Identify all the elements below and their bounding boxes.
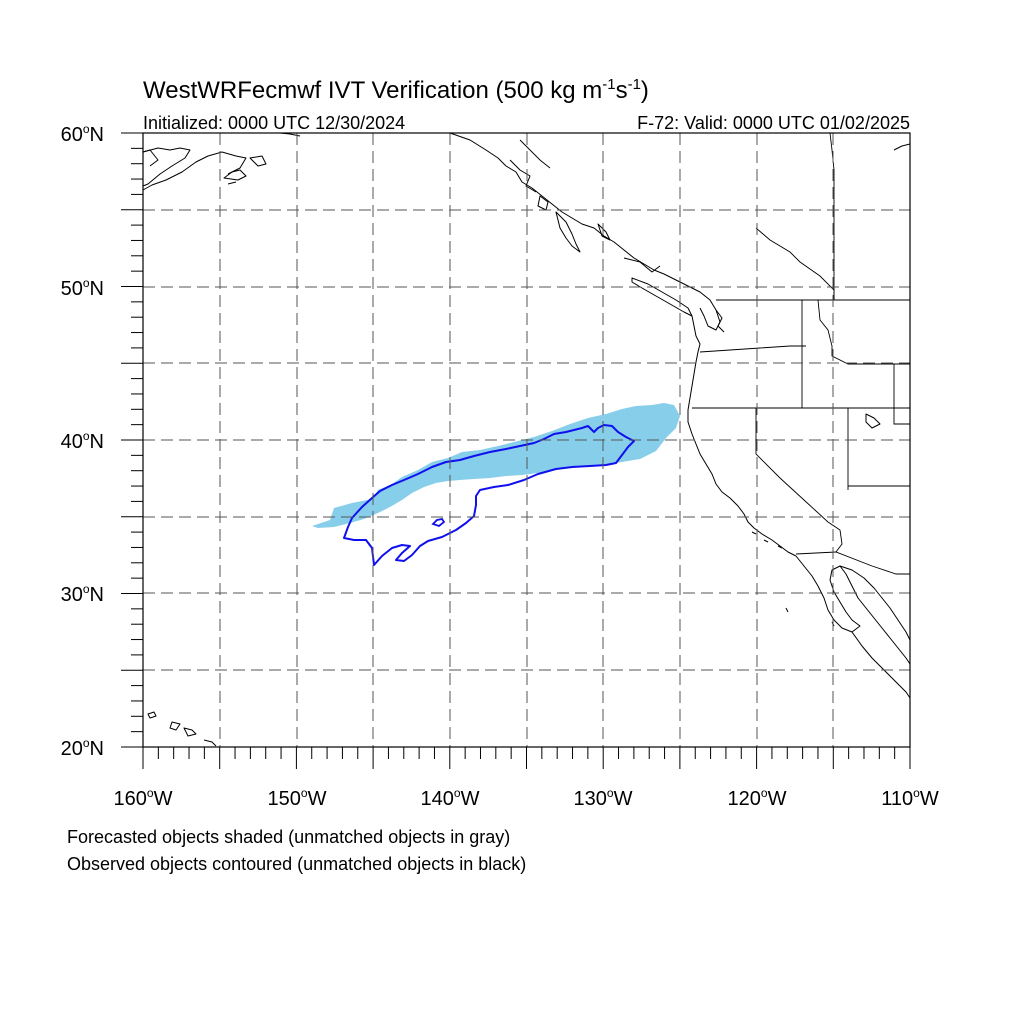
lat-label-20n: 20oN (61, 736, 104, 760)
lon-label-130w: 130oW (574, 786, 633, 810)
lat-label-40n: 40oN (61, 429, 104, 453)
lat-label-30n: 30oN (61, 582, 104, 606)
lon-label-140w: 140oW (421, 786, 480, 810)
lon-label-120w: 120oW (728, 786, 787, 810)
lat-label-60n: 60oN (61, 122, 104, 146)
lon-label-160w: 160oW (114, 786, 173, 810)
init-time-label: Initialized: 0000 UTC 12/30/2024 (143, 113, 405, 133)
graticule (143, 133, 910, 747)
legend-observed-text: Observed objects contoured (unmatched ob… (67, 854, 526, 874)
lon-label-110w: 110oW (881, 786, 939, 810)
lon-label-150w: 150oW (268, 786, 327, 810)
lat-label-50n: 50oN (61, 276, 104, 300)
axis-ticks (121, 132, 911, 769)
valid-time-label: F-72: Valid: 0000 UTC 01/02/2025 (637, 113, 910, 133)
forecast-object-shaded (312, 403, 680, 528)
longitude-labels: 160oW 150oW 140oW 130oW 120oW 110oW (114, 786, 939, 810)
observed-object-contour (343, 424, 635, 566)
political-borders (519, 132, 910, 575)
latitude-labels: 60oN 50oN 40oN 30oN 20oN (61, 122, 104, 760)
observed-object-contour-small (431, 517, 446, 528)
legend-forecast-text: Forecasted objects shaded (unmatched obj… (67, 827, 510, 847)
map-title: WestWRFecmwf IVT Verification (500 kg m-… (143, 76, 649, 104)
